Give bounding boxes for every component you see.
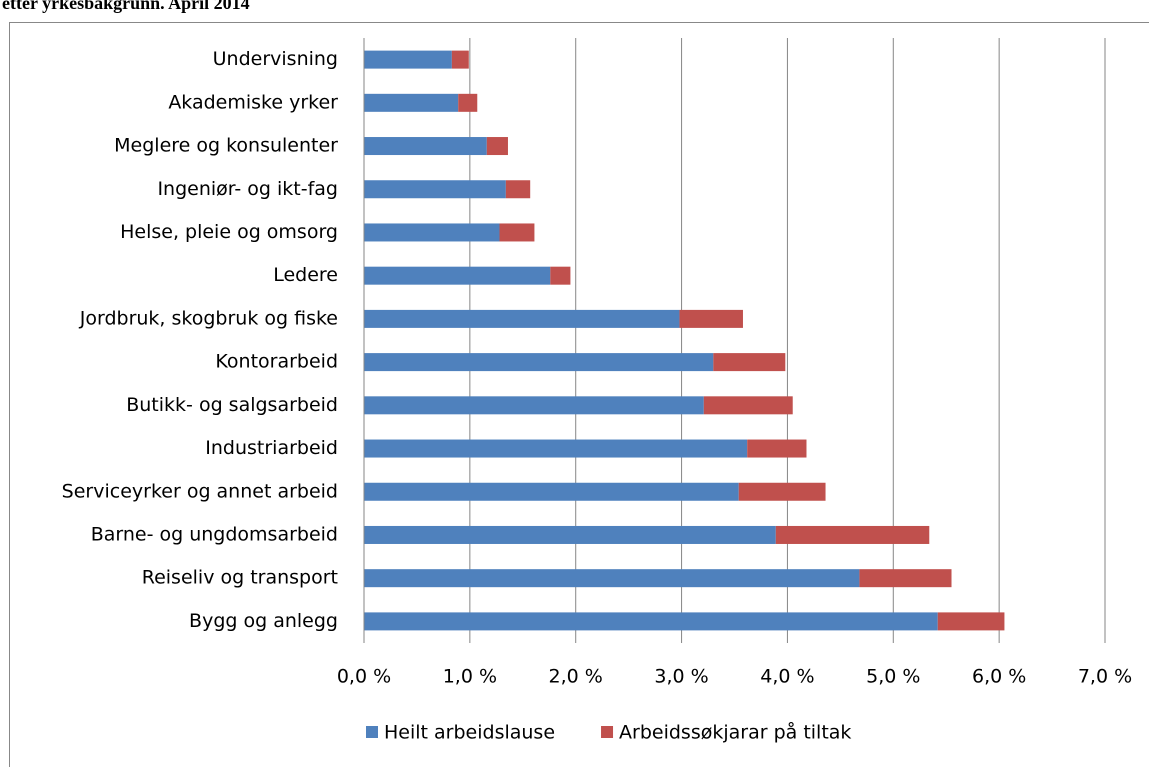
bar-segment xyxy=(364,353,714,372)
y-tick-label: Serviceyrker og annet arbeid xyxy=(62,480,338,502)
bar-segment xyxy=(703,396,793,415)
x-tick-label: 0,0 % xyxy=(337,666,391,688)
legend-swatch xyxy=(601,726,614,738)
bar-segment xyxy=(679,309,743,328)
bar-segment xyxy=(713,353,786,372)
chart-title: etter yrkesbakgrunn. April 2014 xyxy=(2,0,250,13)
bar-segment xyxy=(364,482,739,501)
y-tick-label: Undervisning xyxy=(213,48,338,70)
bar-segment xyxy=(486,137,508,156)
legend-swatch xyxy=(366,726,378,738)
x-tick-label: 3,0 % xyxy=(654,666,708,688)
bar-segment xyxy=(364,50,452,69)
y-tick-label: Barne- og ungdomsarbeid xyxy=(91,523,338,545)
y-tick-label: Kontorarbeid xyxy=(215,351,338,373)
bar-segment xyxy=(937,612,1005,631)
bar-segment xyxy=(499,223,535,242)
bar-segment xyxy=(747,439,807,458)
bar-segment xyxy=(775,525,930,544)
y-tick-label: Bygg og anlegg xyxy=(189,610,338,632)
y-tick-label: Industriarbeid xyxy=(205,437,338,459)
x-tick-label: 7,0 % xyxy=(1078,666,1132,688)
y-tick-label: Meglere og konsulenter xyxy=(114,135,338,157)
bar-segment xyxy=(364,439,748,458)
x-tick-label: 5,0 % xyxy=(866,666,920,688)
bar-segment xyxy=(550,266,571,285)
bar-segment xyxy=(364,223,500,242)
legend-label: Heilt arbeidslause xyxy=(384,722,555,744)
bar-segment xyxy=(451,50,469,69)
bar-segment xyxy=(364,137,487,156)
chart-border xyxy=(9,22,1149,767)
bar-segment xyxy=(364,93,459,112)
bar-segment xyxy=(505,180,531,199)
bar-segment xyxy=(364,309,680,328)
y-tick-label: Helse, pleie og omsorg xyxy=(120,221,338,243)
bar-segment xyxy=(458,93,478,112)
bar-segment xyxy=(364,525,776,544)
legend-label: Arbeidssøkjarar på tiltak xyxy=(619,721,851,744)
bar-segment xyxy=(364,612,938,631)
x-tick-label: 1,0 % xyxy=(443,666,497,688)
x-tick-label: 6,0 % xyxy=(972,666,1026,688)
x-tick-label: 2,0 % xyxy=(549,666,603,688)
y-tick-label: Akademiske yrker xyxy=(168,91,338,113)
y-tick-label: Ledere xyxy=(273,264,338,286)
bar-segment xyxy=(364,180,506,199)
bar-segment xyxy=(364,569,860,588)
bar-segment xyxy=(859,569,952,588)
y-tick-label: Ingeniør- og ikt-fag xyxy=(157,178,338,200)
y-tick-label: Butikk- og salgsarbeid xyxy=(126,394,338,416)
x-tick-label: 4,0 % xyxy=(760,666,814,688)
bar-segment xyxy=(364,396,704,415)
y-tick-label: Jordbruk, skogbruk og fiske xyxy=(79,307,338,329)
y-tick-label: Reiseliv og transport xyxy=(142,567,338,589)
bar-segment xyxy=(738,482,826,501)
bar-segment xyxy=(364,266,551,285)
